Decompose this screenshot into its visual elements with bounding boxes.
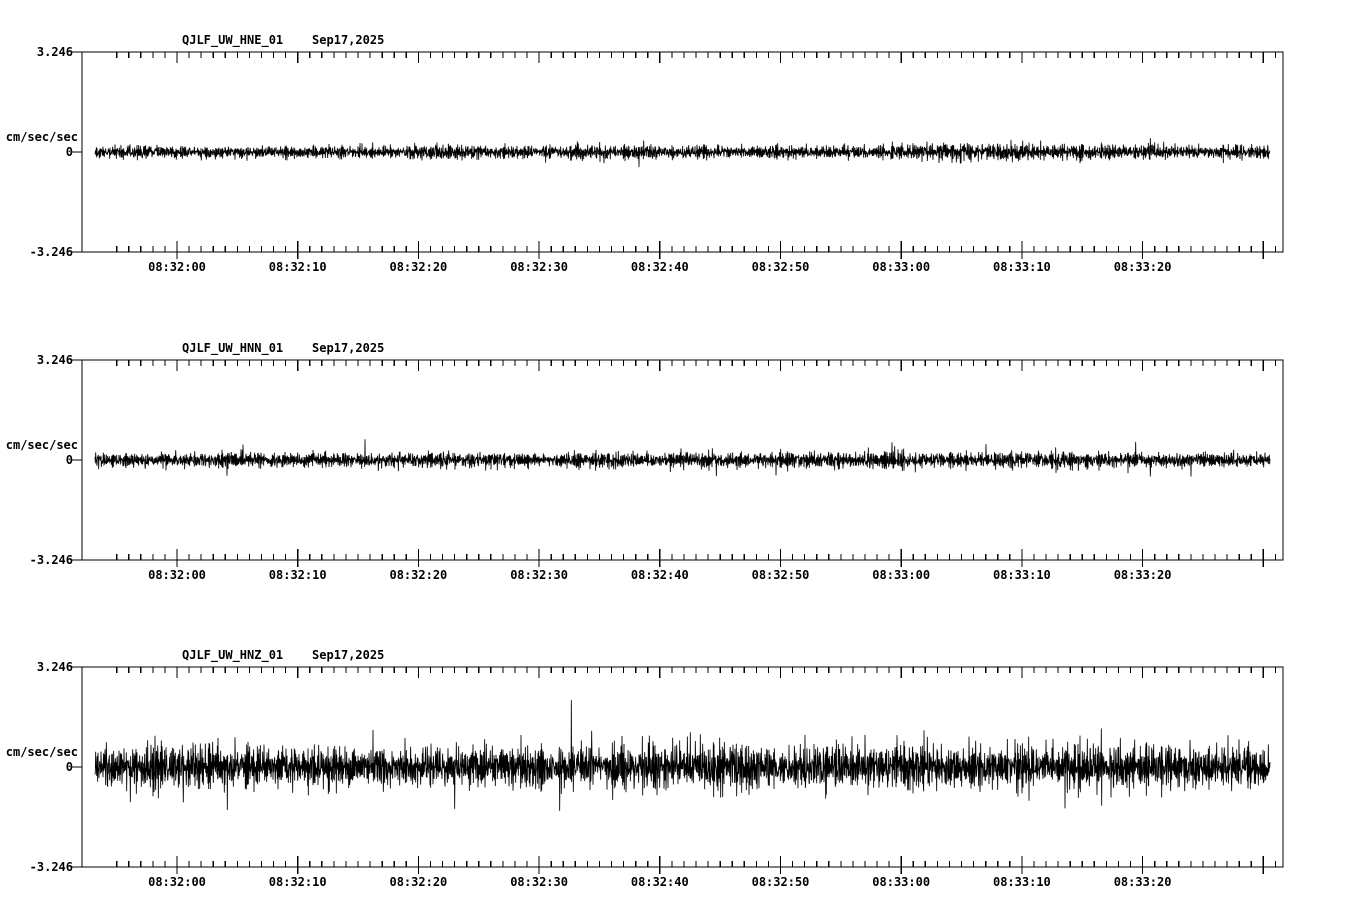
- panel-title: QJLF_UW_HNE_01 Sep17,2025: [182, 33, 385, 47]
- y-tick-label-zero: 0: [65, 453, 73, 467]
- x-axis-ticks: [116, 667, 1276, 874]
- x-tick-label: 08:32:40: [630, 260, 689, 274]
- x-tick-label: 08:33:10: [992, 260, 1051, 274]
- x-tick-label: 08:33:10: [992, 568, 1051, 582]
- waveform-trace: [94, 439, 1271, 477]
- axis-box: [81, 359, 1284, 561]
- y-tick-label-min: -3.246: [29, 245, 73, 259]
- y-axis-unit-label: cm/sec/sec: [5, 438, 78, 452]
- y-tick-label-max: 3.246: [36, 660, 73, 674]
- x-tick-label: 08:33:20: [1113, 875, 1172, 889]
- axis-box: [81, 666, 1284, 868]
- y-tick-label-max: 3.246: [36, 45, 73, 59]
- x-tick-label: 08:32:50: [751, 875, 810, 889]
- x-tick-label: 08:32:40: [630, 568, 689, 582]
- x-tick-label: 08:32:10: [268, 875, 327, 889]
- x-tick-label: 08:33:00: [872, 568, 931, 582]
- y-tick-label-zero: 0: [65, 760, 73, 774]
- x-tick-label: 08:32:10: [268, 260, 327, 274]
- x-tick-label: 08:32:40: [630, 875, 689, 889]
- y-axis-ticks: [71, 359, 82, 561]
- x-axis-ticks: [116, 52, 1276, 259]
- x-tick-label: 08:32:10: [268, 568, 327, 582]
- x-tick-label: 08:32:30: [510, 875, 568, 889]
- x-tick-label: 08:33:00: [872, 260, 931, 274]
- panel-title: QJLF_UW_HNZ_01 Sep17,2025: [182, 648, 385, 662]
- x-tick-label: 08:32:00: [148, 568, 206, 582]
- x-tick-label: 08:32:20: [389, 568, 448, 582]
- y-axis-ticks: [71, 666, 82, 868]
- x-tick-label: 08:32:50: [751, 568, 810, 582]
- x-tick-label: 08:33:20: [1113, 260, 1172, 274]
- y-tick-label-max: 3.246: [36, 353, 73, 367]
- x-tick-label: 08:33:20: [1113, 568, 1172, 582]
- x-tick-label: 08:32:50: [751, 260, 810, 274]
- y-tick-label-zero: 0: [65, 145, 73, 159]
- x-tick-label: 08:32:00: [148, 875, 206, 889]
- x-axis-ticks: [116, 360, 1276, 567]
- y-axis-unit-label: cm/sec/sec: [5, 745, 78, 759]
- waveform-trace: [94, 138, 1271, 168]
- axis-box: [81, 51, 1284, 253]
- y-axis-unit-label: cm/sec/sec: [5, 130, 78, 144]
- y-axis-ticks: [71, 51, 82, 253]
- x-tick-label: 08:33:10: [992, 875, 1051, 889]
- x-tick-label: 08:32:30: [510, 568, 568, 582]
- waveform-trace: [94, 700, 1271, 811]
- panel-title: QJLF_UW_HNN_01 Sep17,2025: [182, 341, 385, 355]
- x-tick-label: 08:32:30: [510, 260, 568, 274]
- x-tick-label: 08:32:00: [148, 260, 206, 274]
- x-tick-label: 08:32:20: [389, 875, 448, 889]
- x-tick-label: 08:32:20: [389, 260, 448, 274]
- y-tick-label-min: -3.246: [29, 553, 73, 567]
- y-tick-label-min: -3.246: [29, 860, 73, 874]
- x-tick-label: 08:33:00: [872, 875, 931, 889]
